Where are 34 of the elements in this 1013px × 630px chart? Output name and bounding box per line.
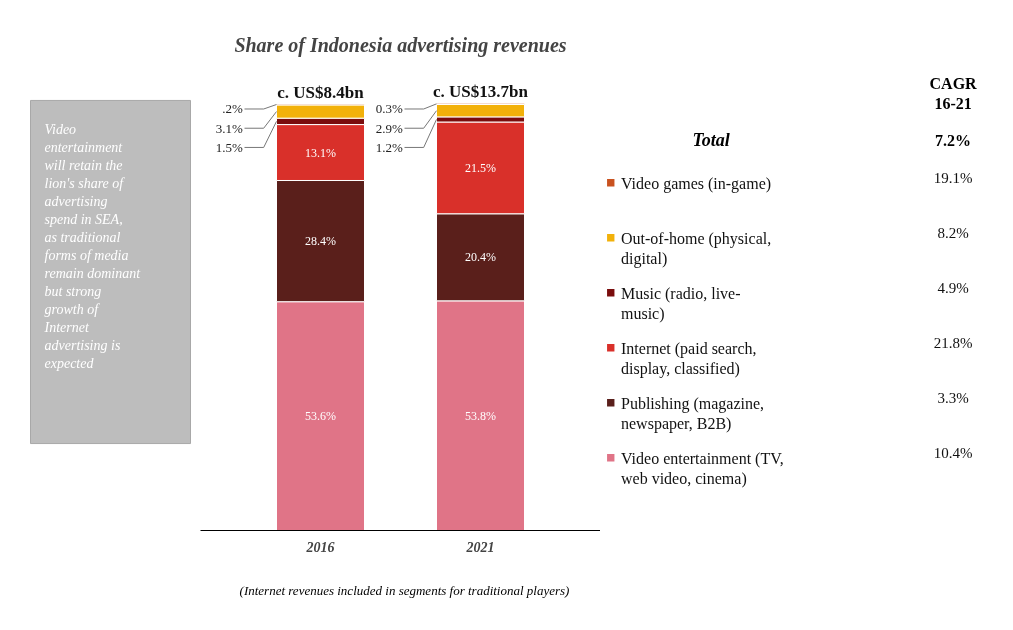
legend-label: Video entertainment (TV, web video, cinema) — [621, 449, 784, 489]
data-label: 2.9% — [375, 120, 404, 136]
data-label: .2% — [222, 101, 244, 117]
text: 3.3% — [937, 389, 969, 406]
chart-title: Share of Indonesia advertising revenues — [234, 33, 567, 57]
text: 7.2% — [935, 131, 972, 149]
legend-label: Internet (paid search, display, classified) — [621, 339, 757, 379]
data-label: 1.5% — [215, 139, 244, 155]
text: CAGR 16-21 — [929, 74, 978, 112]
data-label: 53.6% — [305, 409, 336, 424]
data-label: 53.8% — [465, 408, 496, 423]
text: 8.2% — [937, 224, 969, 241]
x-tick-label: 2021 — [465, 539, 495, 555]
data-label: 13.1% — [305, 145, 336, 160]
text: (Internet revenues included in segments for traditional players) — [239, 583, 570, 598]
text: 19.1% — [933, 170, 973, 186]
text: 4.9% — [937, 279, 969, 296]
data-label: 1.2% — [375, 139, 404, 155]
data-label: 28.4% — [305, 234, 336, 249]
text: Video entertainment will retain the lion's share of advertising spend in SEA, as traditional forms of media remain dominant but strong growth of Internet advertising is expected — [44, 121, 141, 371]
total-label: c. US$8.4bn — [277, 82, 365, 102]
data-label: 21.5% — [465, 160, 496, 175]
legend-label: Music (radio, live-music) — [621, 284, 741, 324]
data-label: 0.3% — [375, 101, 404, 117]
text: Total — [692, 130, 730, 151]
legend-label: Out-of-home (physical, digital) — [621, 229, 772, 269]
legend-label: Video games (in-game) — [621, 174, 772, 193]
x-tick-label: 2016 — [305, 539, 335, 555]
legend-label: Publishing (magazine, newspaper, B2B) — [621, 394, 765, 434]
text: 10.4% — [933, 444, 973, 461]
text: 21.8% — [933, 334, 973, 351]
data-label: 20.4% — [465, 250, 496, 265]
total-label: c. US$13.7bn — [433, 82, 529, 102]
data-label: 3.1% — [215, 120, 244, 136]
